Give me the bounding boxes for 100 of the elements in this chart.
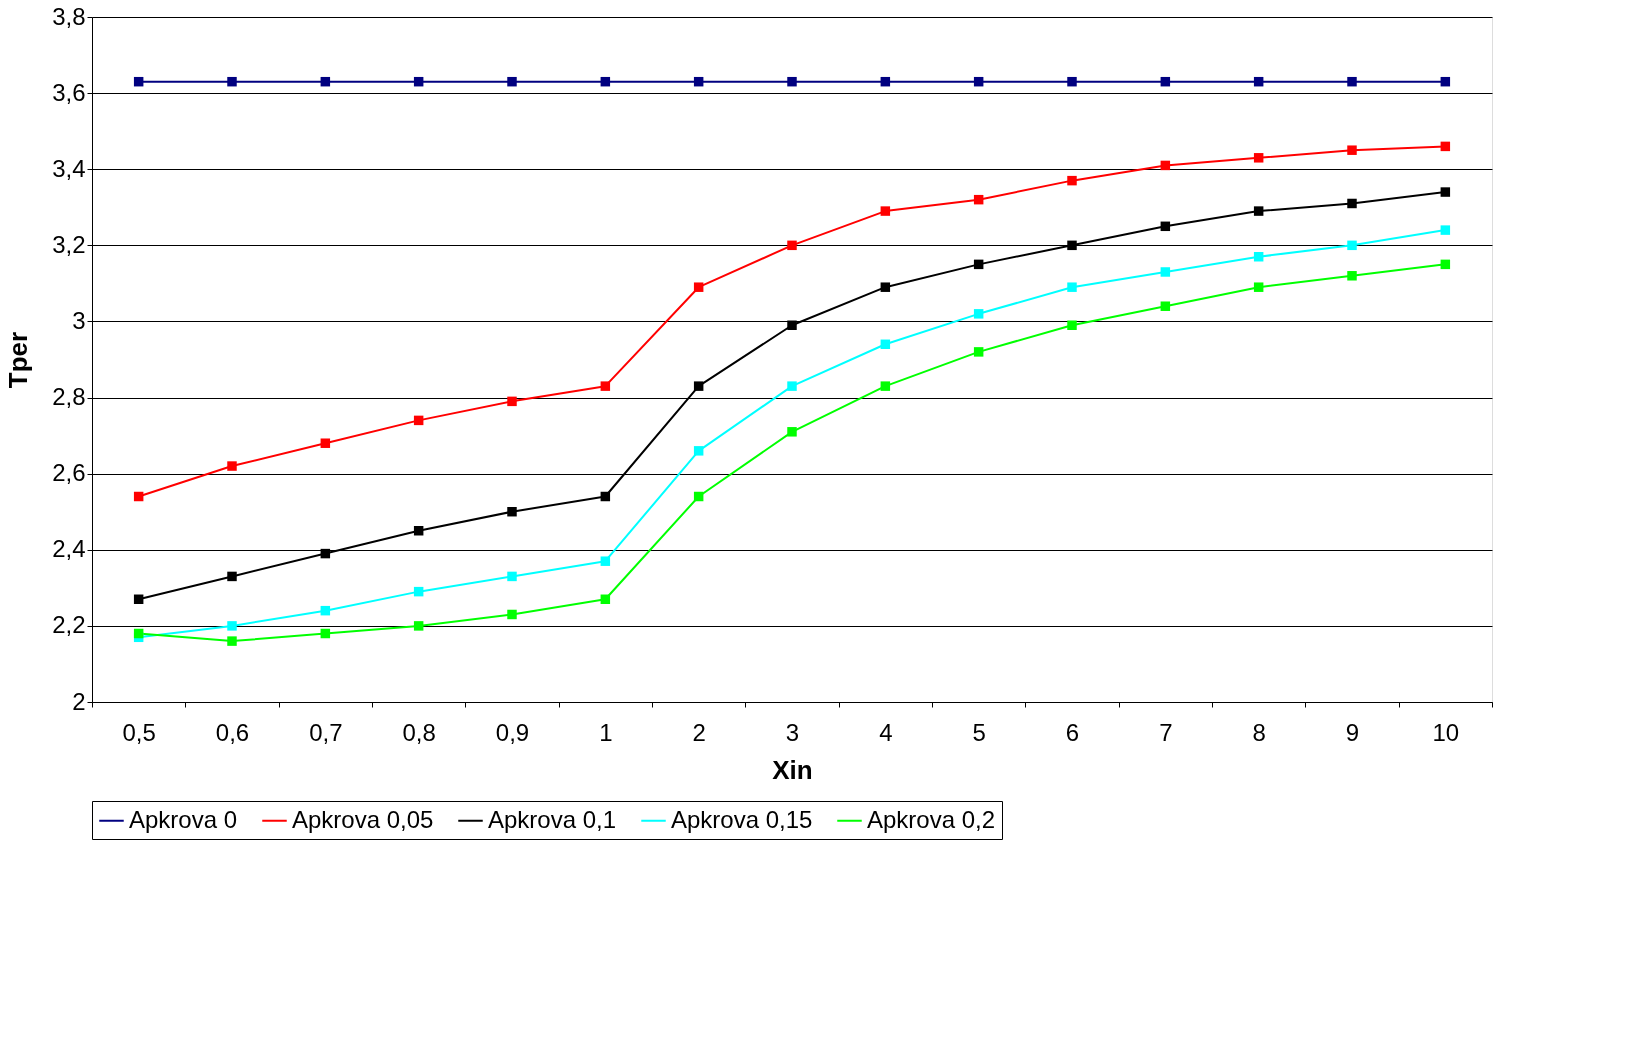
y-tick-label: 3,2 (52, 230, 86, 258)
x-tick-label: 0,8 (402, 718, 436, 746)
point (693, 491, 704, 502)
x-tick-label: 10 (1432, 718, 1460, 746)
point (413, 526, 424, 536)
point (1253, 282, 1264, 292)
legend-label: Apkrova 0,2 (867, 805, 996, 833)
x-tick-label: 7 (1159, 718, 1173, 746)
x-tick-label: 4 (879, 718, 893, 746)
y-tick-label: 3,8 (52, 2, 86, 30)
point (1067, 175, 1077, 186)
point (973, 309, 984, 319)
point (600, 556, 611, 566)
point (1067, 320, 1077, 330)
point (413, 586, 424, 597)
x-tick-label: 0,7 (309, 718, 343, 746)
point (227, 571, 237, 582)
point (413, 415, 424, 426)
point (133, 76, 144, 87)
point (320, 605, 331, 616)
point (1067, 76, 1077, 87)
point (1347, 145, 1357, 155)
y-tick-label: 2,2 (52, 611, 86, 639)
point (787, 76, 797, 87)
point (1160, 221, 1171, 232)
point (973, 347, 984, 357)
point (227, 76, 237, 87)
point (1160, 267, 1171, 277)
legend-label: Apkrova 0,1 (488, 805, 617, 833)
y-tick-label: 2 (72, 687, 86, 715)
point (413, 621, 424, 631)
y-axis-title: Tper (3, 331, 34, 389)
point (693, 381, 704, 391)
legend-label: Apkrova 0 (129, 805, 238, 833)
y-tick-label: 2,8 (52, 383, 86, 411)
point (787, 381, 797, 391)
point (227, 621, 237, 631)
x-tick-label: 8 (1252, 718, 1266, 746)
point (507, 76, 517, 87)
point (880, 76, 891, 87)
x-tick-label: 0,9 (495, 718, 530, 746)
point (693, 282, 704, 292)
y-tick-label: 2,6 (52, 459, 86, 487)
point (227, 636, 237, 646)
point (507, 609, 517, 620)
point (600, 76, 611, 87)
x-tick-label: 2 (692, 718, 706, 746)
point (1160, 160, 1171, 171)
point (1067, 282, 1077, 292)
point (1347, 271, 1357, 281)
point (693, 76, 704, 87)
x-tick-label: 0,6 (215, 718, 250, 746)
x-tick-label: 0,5 (122, 718, 156, 746)
x-tick-label: 5 (972, 718, 986, 746)
x-tick-label: 9 (1345, 718, 1360, 746)
point (1253, 206, 1264, 216)
point (1067, 240, 1077, 251)
point (1253, 252, 1264, 262)
point (787, 320, 797, 330)
point (1347, 76, 1357, 87)
point (1440, 259, 1451, 270)
point (600, 381, 611, 391)
y-tick-label: 2,4 (52, 535, 86, 563)
point (1440, 141, 1451, 152)
point (600, 594, 611, 604)
point (1253, 76, 1264, 87)
point (1160, 76, 1171, 87)
x-axis-title: Xin (772, 754, 813, 785)
point (1253, 153, 1264, 163)
point (880, 282, 891, 292)
point (320, 438, 331, 448)
point (133, 594, 144, 604)
point (787, 240, 797, 251)
point (227, 461, 237, 471)
point (320, 628, 331, 639)
point (1160, 301, 1171, 311)
x-tick-label: 6 (1065, 718, 1080, 746)
point (1440, 187, 1451, 197)
point (693, 446, 704, 456)
point (600, 491, 611, 502)
legend-label: Apkrova 0,15 (671, 805, 813, 833)
x-tick-label: 3 (785, 718, 800, 746)
point (1440, 225, 1451, 235)
point (787, 427, 797, 437)
point (973, 76, 984, 87)
point (133, 491, 144, 502)
point (133, 628, 144, 639)
legend-label: Apkrova 0,05 (292, 805, 434, 833)
point (1347, 198, 1357, 209)
point (880, 206, 891, 216)
point (413, 76, 424, 87)
y-tick-label: 3 (72, 306, 86, 334)
x-tick-label: 1 (599, 718, 613, 746)
y-tick-label: 3,6 (52, 78, 86, 106)
point (973, 259, 984, 270)
point (507, 396, 517, 407)
point (973, 194, 984, 205)
point (880, 381, 891, 391)
point (507, 571, 517, 582)
point (320, 548, 331, 559)
